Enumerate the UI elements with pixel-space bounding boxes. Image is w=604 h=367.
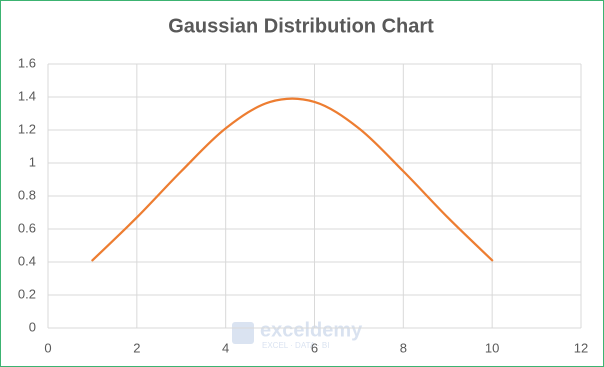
watermark-name: exceldemy	[260, 319, 363, 341]
y-tick-label: 0.4	[18, 253, 36, 268]
y-tick-label: 1.2	[18, 121, 36, 136]
chart-title: Gaussian Distribution Chart	[168, 15, 434, 37]
x-tick-label: 12	[574, 340, 588, 355]
x-tick-label: 6	[311, 340, 318, 355]
y-tick-label: 0.8	[18, 187, 36, 202]
watermark-tagline: EXCEL · DATA · BI	[262, 341, 329, 350]
y-tick-label: 1	[29, 154, 36, 169]
y-tick-label: 0	[29, 319, 36, 334]
x-tick-label: 0	[44, 340, 51, 355]
x-tick-label: 4	[222, 340, 229, 355]
y-tick-label: 1.6	[18, 55, 36, 70]
x-tick-label: 10	[485, 340, 499, 355]
watermark-icon	[232, 322, 254, 344]
x-tick-label: 8	[400, 340, 407, 355]
y-tick-label: 1.4	[18, 88, 36, 103]
y-tick-label: 0.6	[18, 220, 36, 235]
x-tick-label: 2	[133, 340, 140, 355]
series-line	[91, 97, 494, 262]
y-tick-label: 0.2	[18, 286, 36, 301]
